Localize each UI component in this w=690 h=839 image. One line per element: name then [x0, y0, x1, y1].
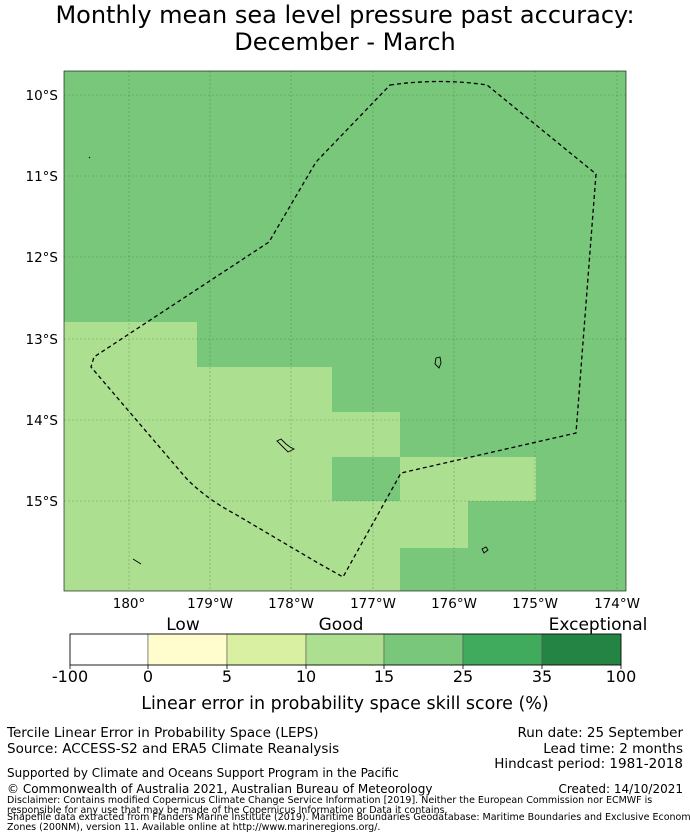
colorbar-tick-label: 10 [296, 667, 316, 686]
island-upolu [276, 438, 296, 453]
disclaimer-line4: Zones (200NM), version 11. Available onl… [7, 822, 381, 833]
island-tutuila [434, 356, 442, 369]
map-title-line2: December - March [234, 28, 456, 56]
colorbar-bin [147, 633, 228, 666]
copyright-text: © Commonwealth of Australia 2021, Austra… [7, 782, 433, 796]
lon-label: 174°W [594, 596, 640, 612]
colorbar-tick-label: 0 [143, 667, 153, 686]
legend-category-exceptional: Exceptional [549, 615, 648, 635]
colorbar-bin [69, 633, 149, 666]
grid-region-light [64, 322, 536, 591]
lat-label: 15°S [26, 494, 59, 510]
colorbar-bin [541, 633, 622, 666]
colorbar-bin [226, 633, 307, 666]
hindcast-text: Hindcast period: 1981-2018 [494, 756, 683, 772]
lon-label: 177°W [350, 596, 396, 612]
colorbar [69, 633, 622, 666]
colorbar-tick-label: 5 [222, 667, 232, 686]
lat-labels: 10°S 11°S 12°S 13°S 14°S 15°S [26, 88, 59, 510]
island-small-se [481, 546, 489, 554]
islands [88, 156, 489, 565]
lon-label: 176°W [431, 596, 477, 612]
disclaimer-line2: responsible for any use that may be made… [7, 805, 448, 816]
colorbar-tick-label: -100 [52, 667, 88, 686]
source-text: Source: ACCESS-S2 and ERA5 Climate Reana… [7, 741, 340, 757]
skill-grid [64, 71, 626, 591]
lat-label: 13°S [26, 332, 59, 348]
lon-label: 179°W [187, 596, 233, 612]
map-title-line1: Monthly mean sea level pressure past acc… [55, 1, 635, 29]
legend-category-low: Low [166, 615, 200, 635]
colorbar-frame [69, 633, 622, 666]
colorbar-tick-label: 100 [606, 667, 637, 686]
support-text: Supported by Climate and Oceans Support … [7, 766, 399, 780]
grid-cell-mid [332, 457, 400, 501]
colorbar-bin [383, 633, 464, 666]
eez-boundary [90, 80, 597, 578]
disclaimer-line1: Disclaimer: Contains modified Copernicus… [7, 795, 653, 806]
colorbar-axis-label: Linear error in probability space skill … [141, 694, 549, 714]
colorbar-bin [462, 633, 543, 666]
created-text: Created: 14/10/2021 [558, 782, 683, 796]
lon-label: 175°W [512, 596, 558, 612]
lat-label: 12°S [26, 250, 59, 266]
run-date-text: Run date: 25 September [517, 725, 683, 741]
island-small-sw [132, 558, 142, 565]
colorbar-tick-label: 25 [453, 667, 473, 686]
lon-label: 178°W [268, 596, 314, 612]
colorbar-bin [305, 633, 385, 666]
lon-labels: 180° 179°W 178°W 177°W 176°W 175°W 174°W [113, 596, 640, 612]
island-small-nw [88, 156, 91, 159]
colorbar-tick-label: 35 [532, 667, 552, 686]
lat-label: 10°S [26, 88, 59, 104]
colorbar-ticks [69, 665, 622, 669]
method-text: Tercile Linear Error in Probability Spac… [7, 725, 319, 741]
legend-categories: Low Good Exceptional [166, 615, 647, 635]
lon-label: 180° [113, 596, 146, 612]
lead-time-text: Lead time: 2 months [543, 741, 683, 757]
lat-label: 14°S [26, 413, 59, 429]
lat-label: 11°S [26, 169, 59, 185]
legend-category-good: Good [319, 615, 364, 635]
colorbar-tick-labels: -100 0 5 10 15 25 35 100 [52, 667, 636, 686]
colorbar-tick-label: 15 [374, 667, 394, 686]
map-frame [63, 70, 627, 592]
disclaimer-line3: Shapefile data extracted from Flanders M… [7, 812, 690, 823]
gridlines [64, 71, 626, 591]
